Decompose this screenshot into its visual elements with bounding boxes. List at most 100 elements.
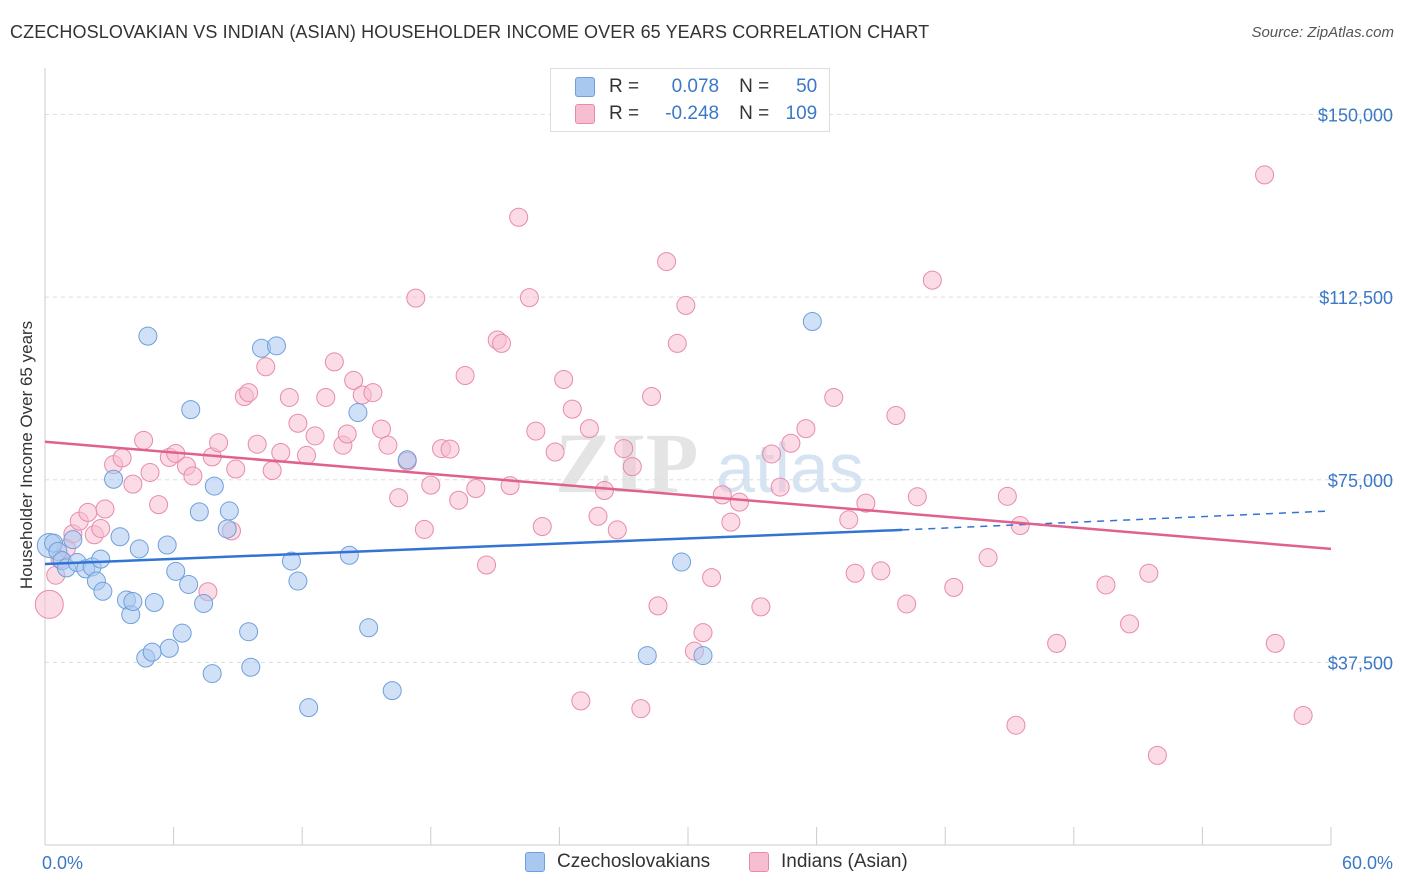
indian-asian-point [642, 386, 662, 406]
czechoslovakian-point [219, 501, 239, 521]
indian-asian-point [421, 475, 441, 495]
indian-asian-point [288, 413, 308, 433]
czechoslovakian-point [266, 336, 286, 356]
x-tick-label-min: 0.0% [42, 853, 83, 873]
czechoslovakian-point [397, 450, 417, 470]
indian-asian-point [594, 480, 614, 500]
chart-title: CZECHOSLOVAKIAN VS INDIAN (ASIAN) HOUSEH… [10, 22, 930, 42]
czechoslovakian-point [144, 592, 164, 612]
legend-item-indians-asian[interactable]: Indians (Asian) [749, 851, 908, 873]
indian-asian-point [466, 479, 486, 499]
indian-asian-point [123, 474, 143, 494]
indian-asian-point [378, 435, 398, 455]
indian-asian-trend-line [44, 440, 1332, 551]
indian-asian-point [262, 461, 282, 481]
czechoslovakian-point [637, 646, 657, 666]
czechoslovakian-point [204, 476, 224, 496]
legend-n-value: 109 [785, 103, 818, 124]
czechoslovakian-point [157, 535, 177, 555]
indian-asian-point [389, 488, 409, 508]
indian-asian-point [712, 485, 732, 505]
indian-asian-point [316, 387, 336, 407]
correlation-legend: R = 0.078 N = 50 R = -0.248 N = 109 [550, 68, 830, 132]
indian-asian-point [414, 519, 434, 539]
indian-asian-point [519, 288, 539, 308]
indian-asian-point [78, 502, 98, 522]
indian-asian-point [344, 370, 364, 390]
indian-asian-point [571, 691, 591, 711]
indian-asian-point [978, 548, 998, 568]
indian-asian-point [363, 383, 383, 403]
indian-asian-point [256, 357, 276, 377]
legend-r-value: 0.078 [671, 76, 720, 97]
legend-item-czechoslovakians[interactable]: Czechoslovakians [525, 851, 710, 873]
indian-asian-point [997, 486, 1017, 506]
indian-asian-point [492, 333, 512, 353]
indian-asian-point [676, 295, 696, 315]
indian-asian-point [614, 439, 634, 459]
indian-asian-point [944, 577, 964, 597]
czechoslovakian-point [693, 646, 713, 666]
indian-asian-point [226, 459, 246, 479]
y-tick-label: $37,500 [1328, 653, 1393, 673]
indian-asian-point [532, 517, 552, 537]
indian-asian-point [91, 518, 111, 538]
indian-asian-point [579, 419, 599, 439]
indian-asian-point [588, 506, 608, 526]
indian-asian-point [239, 383, 259, 403]
legend-item-label: Czechoslovakians [557, 851, 711, 872]
indian-asian-point [751, 597, 771, 617]
indian-asian-point [729, 492, 749, 512]
indian-asian-point [305, 426, 325, 446]
indian-asian-point [545, 442, 565, 462]
indian-asian-point [279, 387, 299, 407]
czechoslovakian-point [189, 502, 209, 522]
czechoslovakian-point [194, 593, 214, 613]
indian-asian-point [455, 366, 475, 386]
indian-asian-point [922, 270, 942, 290]
indian-asian-point [762, 444, 782, 464]
czechoslovakian-point [202, 664, 222, 684]
source-label: Source: ZipAtlas.com [1251, 24, 1394, 41]
czechoslovakian-point [104, 469, 124, 489]
czechoslovakian-trend-line [44, 528, 903, 566]
indian-asian-point [622, 457, 642, 477]
indian-asian-point [667, 333, 687, 353]
indian-asian-point [845, 563, 865, 583]
tick-labels: $37,500 $75,000 $112,500 $150,000 0.0% 60.0% [42, 106, 1393, 873]
indian-asian-point [1010, 516, 1030, 536]
legend-n-label: N = [739, 103, 770, 124]
indian-asian-point [337, 424, 357, 444]
indian-asian-point [112, 448, 132, 468]
indian-asian-point [134, 430, 154, 450]
indian-asian-point [907, 487, 927, 507]
czechoslovakian-point [348, 403, 368, 423]
axes [44, 68, 1332, 846]
czechoslovakian-point [339, 545, 359, 565]
legend-row-indians-asian: R = -0.248 N = 109 [575, 102, 817, 126]
x-tick-label-max: 60.0% [1342, 853, 1393, 873]
czechoslovakian-trend-extension [902, 510, 1332, 531]
legend-n-value: 50 [796, 76, 818, 97]
indian-asian-point [209, 433, 229, 453]
indian-asian-point [526, 421, 546, 441]
czechoslovakian-point [172, 623, 192, 643]
indian-asian-points [34, 165, 1313, 765]
indian-asian-point [1255, 165, 1275, 185]
indian-asian-point [440, 439, 460, 459]
indian-asian-point [770, 477, 790, 497]
czechoslovakian-point [166, 561, 186, 581]
legend-row-czechoslovakians: R = 0.078 N = 50 [575, 75, 817, 99]
czechoslovakian-point [110, 527, 130, 547]
pink-swatch [749, 852, 769, 872]
legend-r-label: R = [609, 103, 640, 124]
czechoslovakian-points [36, 311, 822, 718]
czechoslovakian-point [138, 326, 158, 346]
indian-asian-point [34, 589, 64, 619]
indian-asian-point [149, 495, 169, 515]
indian-asian-point [562, 399, 582, 419]
indian-asian-point [1147, 745, 1167, 765]
czechoslovakian-point [239, 622, 259, 642]
legend-r-label: R = [609, 76, 640, 97]
